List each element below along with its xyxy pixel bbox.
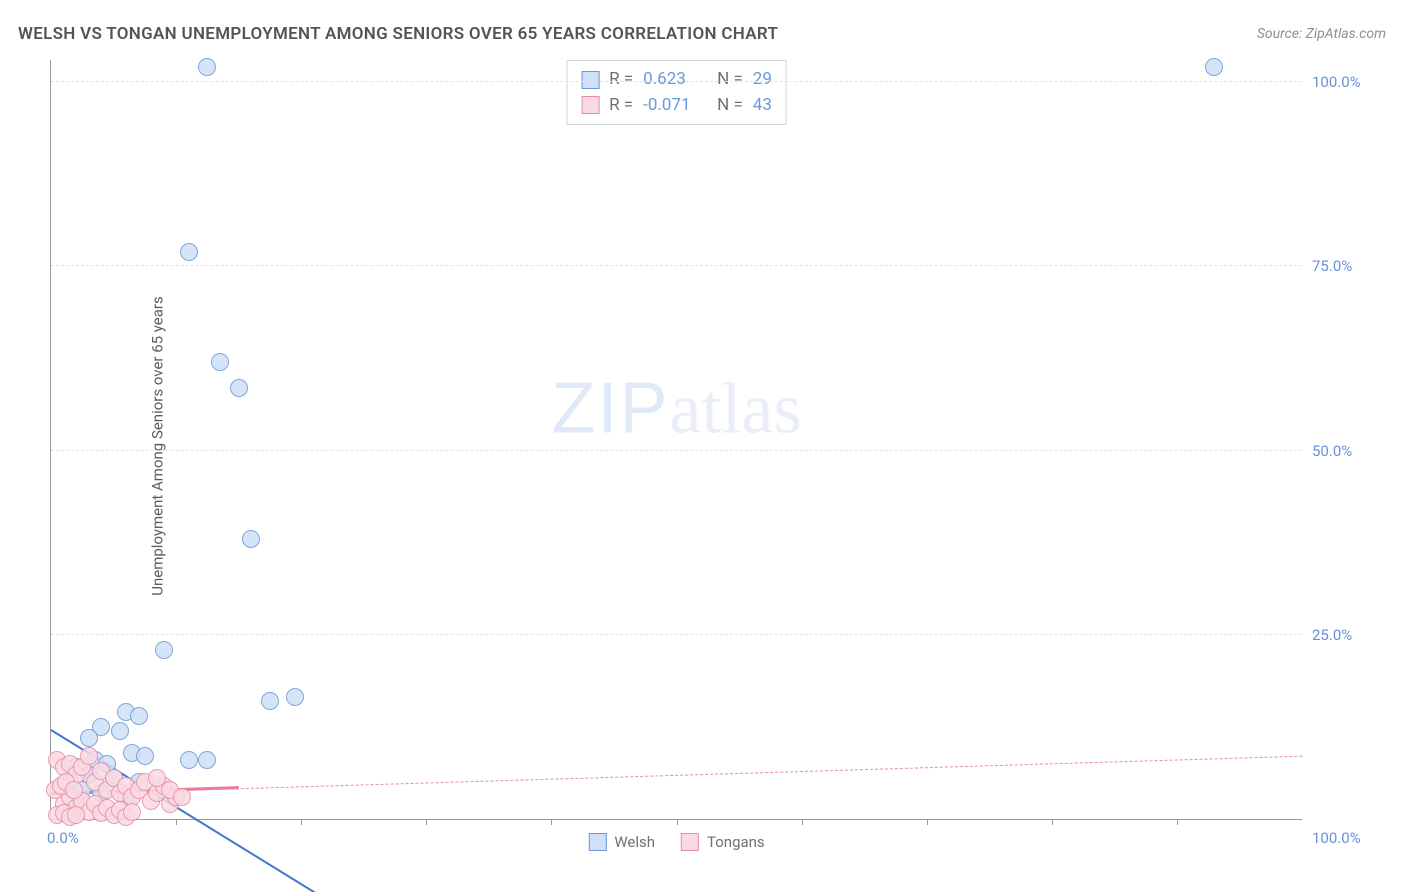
watermark-atlas: atlas (670, 369, 802, 449)
data-point (198, 58, 216, 76)
y-tick-label: 100.0% (1312, 73, 1372, 91)
data-point (198, 751, 216, 769)
data-point (67, 806, 85, 824)
x-tick-mark (176, 819, 177, 825)
data-point (136, 747, 154, 765)
n-label: N = (717, 67, 743, 93)
data-point (80, 729, 98, 747)
tongans-swatch-icon (581, 96, 599, 114)
x-tick-mark (1052, 819, 1053, 825)
data-point (80, 747, 98, 765)
gridline-h (51, 450, 1302, 451)
data-point (261, 692, 279, 710)
y-tick-label: 75.0% (1312, 257, 1372, 275)
x-tick-mark (677, 819, 678, 825)
chart-title: WELSH VS TONGAN UNEMPLOYMENT AMONG SENIO… (18, 24, 778, 44)
gridline-h (51, 265, 1302, 266)
data-point (180, 751, 198, 769)
legend-label-tongans: Tongans (707, 833, 765, 851)
data-point (173, 788, 191, 806)
data-point (155, 641, 173, 659)
n-value-tongans: 43 (753, 93, 772, 119)
source-attribution: Source: ZipAtlas.com (1257, 26, 1386, 42)
data-point (111, 722, 129, 740)
r-label: R = (609, 93, 633, 119)
scatter-plot-area: ZIPatlas R = 0.623 N = 29 R = -0.071 N =… (50, 60, 1302, 820)
gridline-h (51, 634, 1302, 635)
data-point (123, 803, 141, 821)
correlation-stats-box: R = 0.623 N = 29 R = -0.071 N = 43 (566, 60, 787, 125)
y-tick-label: 50.0% (1312, 442, 1372, 460)
legend-label-welsh: Welsh (614, 833, 655, 851)
data-point (180, 243, 198, 261)
data-point (65, 781, 83, 799)
x-tick-mark (927, 819, 928, 825)
data-point (211, 353, 229, 371)
data-point (286, 688, 304, 706)
data-point (242, 530, 260, 548)
x-tick-mark (551, 819, 552, 825)
x-tick-100: 100.0% (1312, 829, 1372, 847)
watermark-zip: ZIP (552, 369, 670, 449)
legend-item-tongans: Tongans (681, 833, 765, 851)
r-value-tongans: -0.071 (643, 93, 707, 119)
r-label: R = (609, 67, 633, 93)
x-tick-mark (301, 819, 302, 825)
legend-swatch-welsh-icon (588, 833, 606, 851)
welsh-swatch-icon (581, 71, 599, 89)
x-tick-0: 0.0% (47, 829, 79, 847)
n-label: N = (717, 93, 743, 119)
data-point (1205, 58, 1223, 76)
data-point (130, 707, 148, 725)
gridline-h (51, 81, 1302, 82)
legend: Welsh Tongans (588, 833, 764, 851)
watermark: ZIPatlas (552, 368, 802, 451)
legend-item-welsh: Welsh (588, 833, 655, 851)
r-value-welsh: 0.623 (643, 67, 707, 93)
correlation-row-tongans: R = -0.071 N = 43 (581, 93, 772, 119)
x-tick-mark (802, 819, 803, 825)
y-tick-label: 25.0% (1312, 626, 1372, 644)
x-tick-mark (426, 819, 427, 825)
data-point (230, 379, 248, 397)
correlation-row-welsh: R = 0.623 N = 29 (581, 67, 772, 93)
n-value-welsh: 29 (753, 67, 772, 93)
trend-line (51, 756, 1302, 795)
legend-swatch-tongans-icon (681, 833, 699, 851)
x-tick-mark (1177, 819, 1178, 825)
